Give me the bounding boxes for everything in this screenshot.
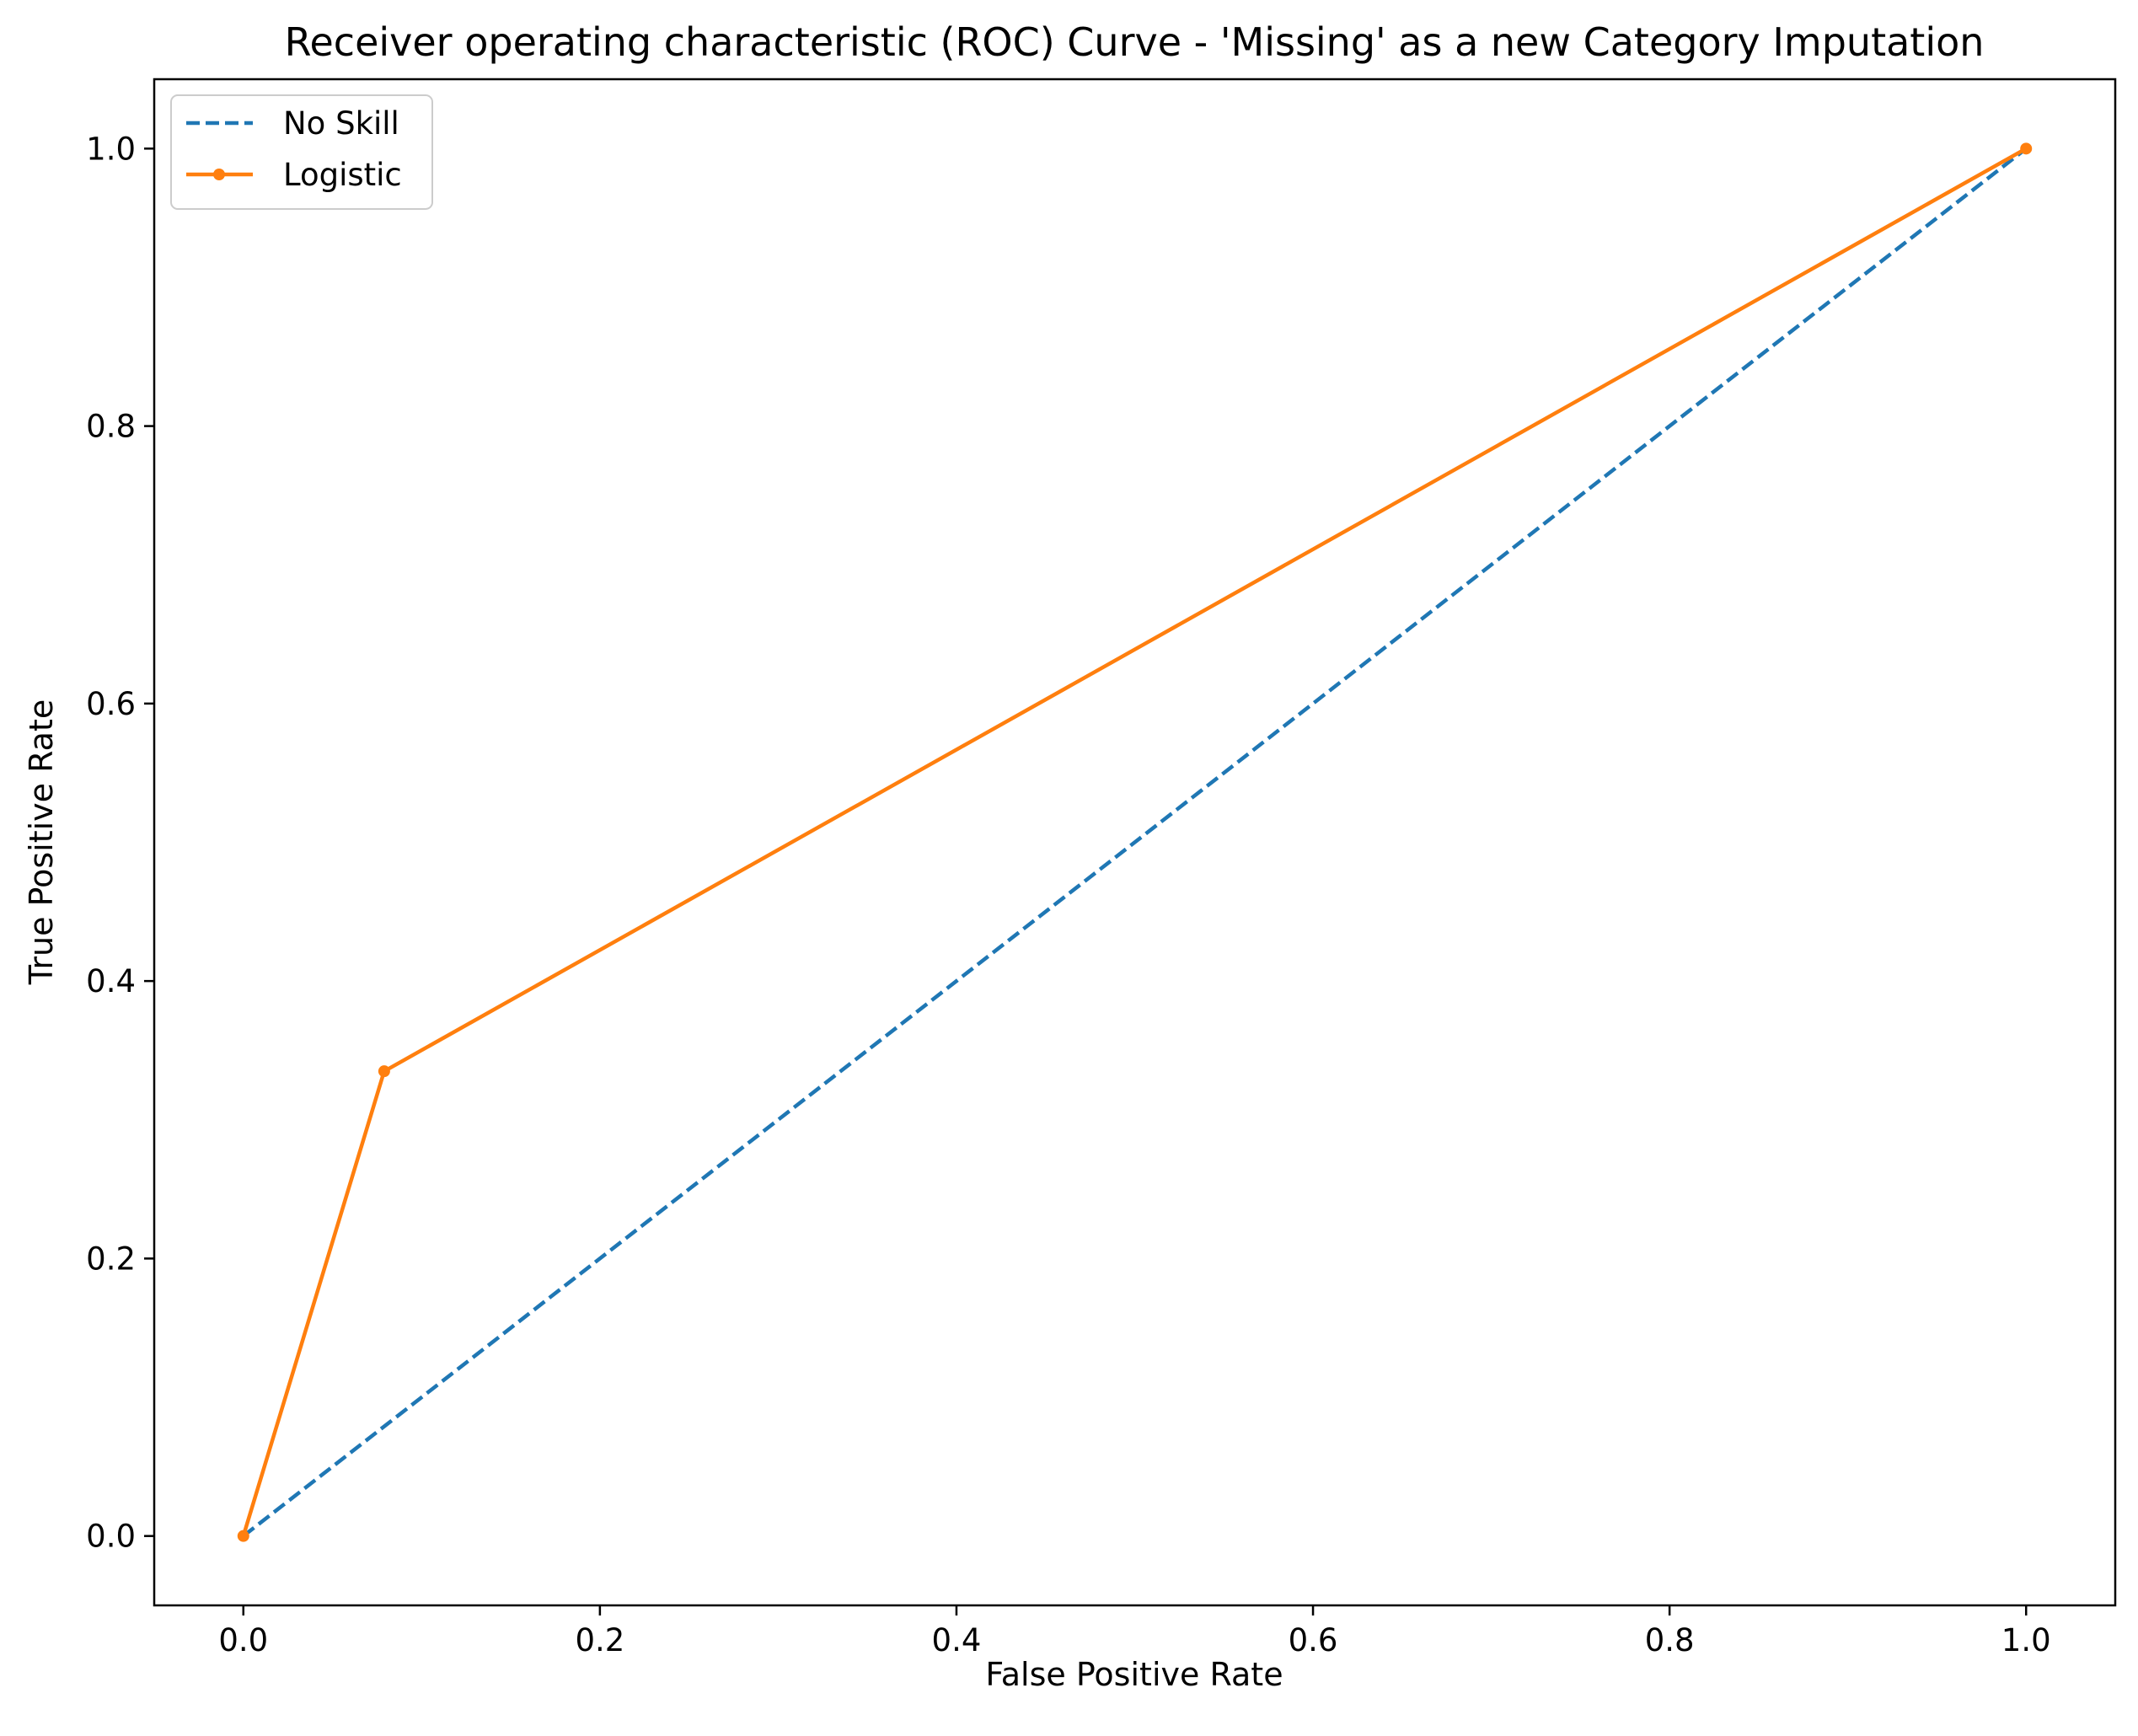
legend-logistic-label: Logistic bbox=[283, 157, 402, 193]
y-tick-label: 0.8 bbox=[86, 409, 136, 445]
y-axis-ticks: 0.0 0.2 0.4 0.6 0.8 1.0 bbox=[86, 131, 154, 1555]
y-tick-label: 0.4 bbox=[86, 963, 136, 999]
x-tick-label: 1.0 bbox=[2001, 1622, 2051, 1658]
x-tick-label: 0.0 bbox=[218, 1622, 268, 1658]
legend-logistic-marker bbox=[213, 169, 225, 180]
x-tick-label: 0.4 bbox=[932, 1622, 982, 1658]
chart-title: Receiver operating characteristic (ROC) … bbox=[285, 19, 1985, 65]
legend: No Skill Logistic bbox=[170, 94, 433, 210]
y-tick-label: 0.2 bbox=[86, 1240, 136, 1277]
x-tick-label: 0.8 bbox=[1645, 1622, 1695, 1658]
x-axis-label: False Positive Rate bbox=[985, 1656, 1283, 1693]
series-layer bbox=[237, 142, 2033, 1542]
y-tick-label: 0.0 bbox=[86, 1519, 136, 1555]
no-skill-line bbox=[242, 147, 2028, 1538]
y-axis-label: True Positive Rate bbox=[23, 699, 60, 986]
x-axis-ticks: 0.0 0.2 0.4 0.6 0.8 1.0 bbox=[218, 1605, 2051, 1658]
logistic-point bbox=[2020, 142, 2033, 155]
x-tick-label: 0.6 bbox=[1289, 1622, 1338, 1658]
y-tick-label: 1.0 bbox=[86, 131, 136, 167]
logistic-point bbox=[378, 1065, 390, 1078]
y-tick-label: 0.6 bbox=[86, 686, 136, 722]
legend-no-skill-label: No Skill bbox=[283, 105, 399, 142]
logistic-point bbox=[237, 1530, 249, 1542]
x-tick-label: 0.2 bbox=[575, 1622, 624, 1658]
plot-area: 0.0 0.2 0.4 0.6 0.8 1.0 0.0 0.2 0.4 0.6 0.8 1.0 bbox=[86, 78, 2117, 1658]
